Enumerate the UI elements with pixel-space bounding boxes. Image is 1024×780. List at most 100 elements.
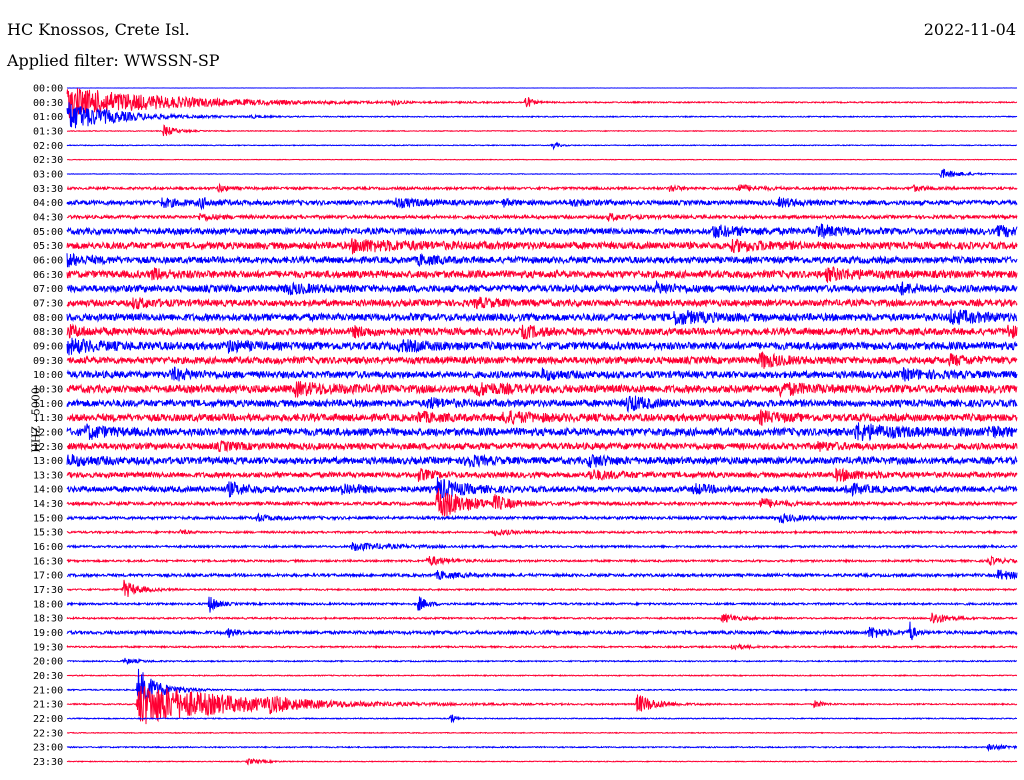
seismogram-trace-1700 xyxy=(66,569,1018,581)
time-label: 03:00 xyxy=(33,169,63,180)
seismogram-trace-1000 xyxy=(66,366,1018,382)
seismogram-trace-1100 xyxy=(66,395,1018,414)
time-label: 22:30 xyxy=(33,728,63,739)
time-label: 02:00 xyxy=(33,141,63,152)
time-label: 10:00 xyxy=(33,370,63,381)
seismogram-trace-0130 xyxy=(66,124,1018,137)
time-label: 23:00 xyxy=(33,743,63,754)
time-label: 14:00 xyxy=(33,485,63,496)
seismogram-trace-1430 xyxy=(66,488,1018,517)
time-label: 09:30 xyxy=(33,356,63,367)
seismogram-trace-1200 xyxy=(66,422,1018,442)
time-label: 19:00 xyxy=(33,628,63,639)
time-label: 15:30 xyxy=(33,528,63,539)
seismogram-trace-0200 xyxy=(66,141,1018,151)
seismogram-trace-2300 xyxy=(66,743,1018,753)
time-label: 18:30 xyxy=(33,614,63,625)
time-label: 09:00 xyxy=(33,341,63,352)
time-label: 01:30 xyxy=(33,126,63,137)
time-label: 05:00 xyxy=(33,227,63,238)
time-label: 16:30 xyxy=(33,556,63,567)
seismogram-trace-1730 xyxy=(66,579,1018,598)
seismogram-trace-1300 xyxy=(66,453,1018,469)
seismogram-trace-0230 xyxy=(66,158,1018,161)
seismogram-trace-0830 xyxy=(66,323,1018,340)
time-label: 11:30 xyxy=(33,413,63,424)
seismogram-trace-1400 xyxy=(66,477,1018,500)
time-label: 17:30 xyxy=(33,585,63,596)
time-label: 12:30 xyxy=(33,442,63,453)
seismogram-trace-1530 xyxy=(66,528,1018,537)
seismogram-trace-2200 xyxy=(66,714,1018,724)
seismogram-trace-2000 xyxy=(66,657,1017,666)
station-title: HC Knossos, Crete Isl. xyxy=(7,20,190,39)
seismogram-trace-2030 xyxy=(66,674,1018,678)
seismogram-trace-1800 xyxy=(66,596,1018,613)
time-label: 03:30 xyxy=(33,184,63,195)
seismogram-trace-0530 xyxy=(66,238,1018,255)
seismogram-trace-1600 xyxy=(66,542,1018,552)
time-label: 13:30 xyxy=(33,470,63,481)
seismogram-trace-0400 xyxy=(66,196,1018,211)
date-label: 2022-11-04 xyxy=(923,20,1016,39)
time-label: 22:00 xyxy=(33,714,63,725)
time-label: 08:30 xyxy=(33,327,63,338)
time-label: 10:30 xyxy=(33,384,63,395)
time-label: 21:30 xyxy=(33,700,63,711)
seismogram-trace-1230 xyxy=(66,440,1018,453)
time-label: 20:30 xyxy=(33,671,63,682)
time-label: 05:30 xyxy=(33,241,63,252)
time-label: 16:00 xyxy=(33,542,63,553)
time-label: 15:00 xyxy=(33,513,63,524)
seismogram-trace-0330 xyxy=(66,182,1018,194)
time-label: 20:00 xyxy=(33,657,63,668)
seismogram-trace-0600 xyxy=(66,252,1018,268)
time-label: 21:00 xyxy=(33,685,63,696)
seismogram-trace-0300 xyxy=(66,168,1018,178)
seismogram-trace-1830 xyxy=(66,612,1018,624)
time-label: 07:00 xyxy=(33,284,63,295)
seismogram-trace-0800 xyxy=(66,308,1018,326)
seismogram-trace-0730 xyxy=(66,296,1018,310)
time-label: 19:30 xyxy=(33,642,63,653)
filter-label: Applied filter: WWSSN-SP xyxy=(7,51,220,70)
time-tick-labels: 00:00 00:30 01:00 01:30 02:00 02:30 03:00 03:30… xyxy=(33,84,63,769)
seismogram-trace-2100 xyxy=(66,668,1018,708)
seismogram-trace-0930 xyxy=(66,350,1018,369)
time-label: 12:00 xyxy=(33,427,63,438)
seismogram-trace-1130 xyxy=(66,409,1018,426)
seismogram-trace-0900 xyxy=(66,337,1018,356)
seismogram-trace-1930 xyxy=(66,642,1018,651)
seismogram-trace-1030 xyxy=(66,381,1018,399)
seismogram-trace-0430 xyxy=(66,212,1018,223)
seismogram-traces xyxy=(66,87,1018,766)
time-label: 11:00 xyxy=(33,399,63,410)
time-label: 02:30 xyxy=(33,155,63,166)
filter-prefix: Applied filter: xyxy=(7,51,119,70)
time-label: 04:30 xyxy=(33,212,63,223)
time-label: 04:00 xyxy=(33,198,63,209)
time-label: 17:00 xyxy=(33,571,63,582)
time-label: 06:00 xyxy=(33,255,63,266)
time-label: 07:30 xyxy=(33,298,63,309)
seismogram-trace-0100 xyxy=(66,102,1018,129)
time-label: 00:00 xyxy=(33,84,63,95)
seismogram-trace-1630 xyxy=(66,555,1018,566)
time-label: 14:30 xyxy=(33,499,63,510)
time-label: 01:00 xyxy=(33,112,63,123)
time-label: 00:30 xyxy=(33,98,63,109)
seismogram-trace-0030 xyxy=(66,88,1018,119)
seismogram-trace-1900 xyxy=(66,621,1018,641)
seismogram-trace-2130 xyxy=(66,686,1018,725)
filter-name: WWSSN-SP xyxy=(123,51,220,70)
time-label: 18:00 xyxy=(33,599,63,610)
time-label: 06:30 xyxy=(33,270,63,281)
seismogram-trace-0630 xyxy=(66,266,1018,283)
time-label: 13:00 xyxy=(33,456,63,467)
seismogram-trace-0500 xyxy=(66,223,1018,239)
seismogram-trace-2330 xyxy=(66,758,1018,766)
seismogram-trace-0700 xyxy=(66,279,1018,296)
time-label: 08:00 xyxy=(33,313,63,324)
seismogram-trace-2230 xyxy=(66,731,1018,735)
